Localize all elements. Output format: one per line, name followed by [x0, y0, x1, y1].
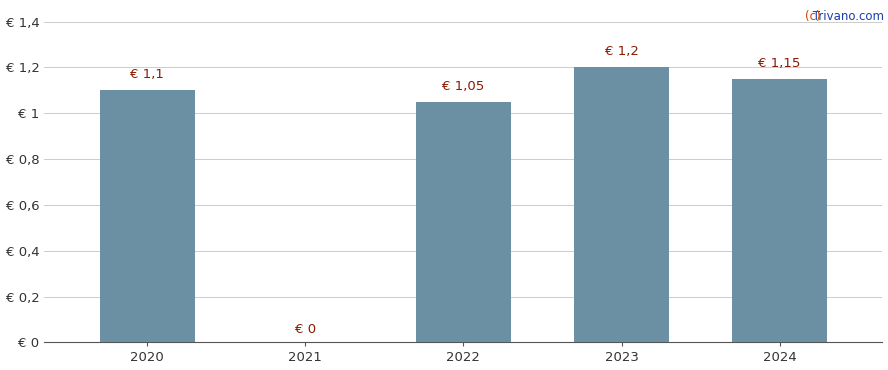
Bar: [574, 67, 669, 342]
Bar: [416, 102, 511, 342]
Text: Trivano.com: Trivano.com: [809, 10, 884, 23]
Text: € 0: € 0: [295, 323, 316, 336]
Text: (c): (c): [805, 10, 821, 23]
Bar: [99, 90, 194, 342]
Bar: [733, 79, 827, 342]
Text: € 1,2: € 1,2: [605, 45, 638, 58]
Text: € 1,15: € 1,15: [758, 57, 801, 70]
Text: € 1,1: € 1,1: [131, 68, 164, 81]
Text: € 1,05: € 1,05: [442, 80, 485, 92]
